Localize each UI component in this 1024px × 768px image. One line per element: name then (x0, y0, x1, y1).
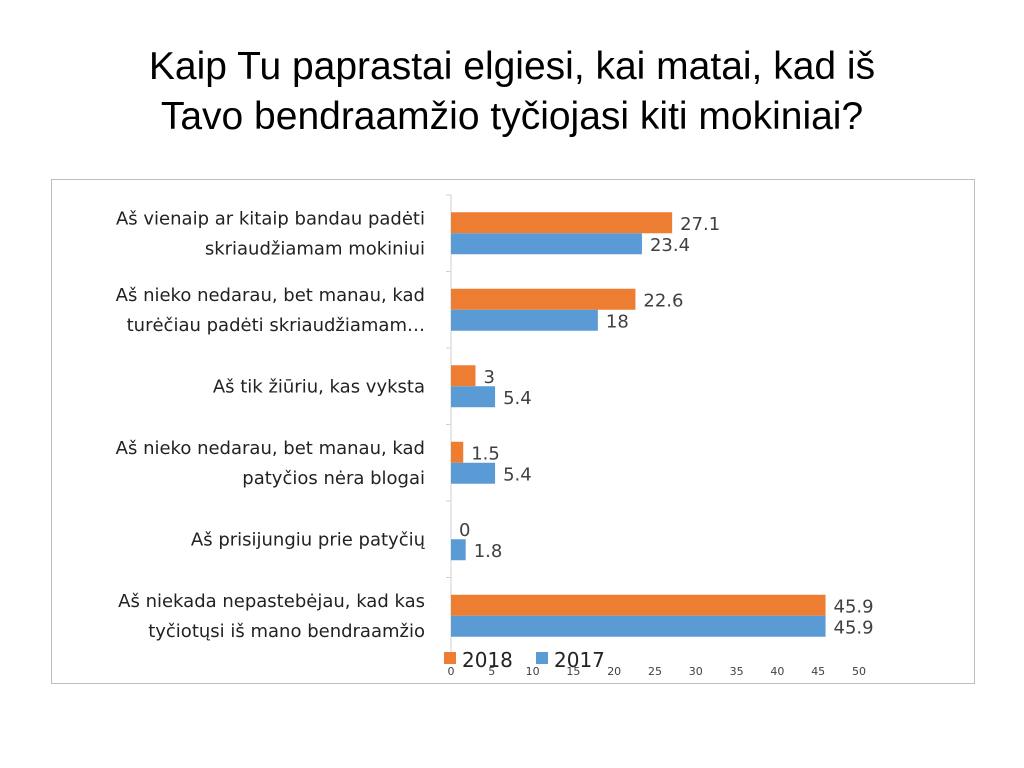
bar-2017-1 (451, 309, 598, 331)
bar-2017-5 (451, 615, 826, 637)
category-label: Aš niekada nepastebėjau, kad kas (118, 591, 425, 612)
x-tick-label: 20 (607, 665, 621, 678)
bar-2018-3 (451, 441, 464, 463)
legend-swatch-2017 (536, 652, 548, 664)
bar-chart: 27.123.4 Aš vienaip ar kitaip bandau padė… (116, 194, 874, 678)
data-label-2018-1: 22.6 (643, 290, 683, 311)
bar-2018-1 (451, 288, 636, 310)
bar-2017-0 (451, 233, 642, 255)
data-label-2017-2: 5.4 (503, 388, 532, 409)
x-tick-label: 15 (566, 665, 580, 678)
x-tick-label: 10 (526, 665, 540, 678)
category-label: Aš nieko nedarau, bet manau, kad (116, 285, 425, 306)
data-label-2018-2: 3 (483, 367, 494, 388)
category-label: Aš vienaip ar kitaip bandau padėti (116, 208, 425, 229)
category-label: turėčiau padėti skriaudžiamam… (127, 315, 425, 336)
data-label-2017-1: 18 (606, 311, 629, 332)
category-label: Aš prisijungiu prie patyčių (191, 529, 426, 550)
bar-2017-2 (451, 386, 496, 408)
legend-label-2018: 2018 (462, 648, 513, 672)
slide-title-line-1: Kaip Tu paprastai elgiesi, kai matai, ka… (148, 45, 876, 88)
category-label: patyčios nėra blogai (242, 468, 425, 489)
slide-title: Kaip Tu paprastai elgiesi, kai matai, ka… (40, 42, 984, 142)
category-label: Aš tik žiūriu, kas vyksta (213, 376, 425, 397)
data-label-2017-4: 1.8 (474, 541, 503, 562)
bar-2018-2 (451, 365, 476, 387)
chart-area: 27.1 23.4 Aš vienaip ar kitaip bandau padė… (51, 179, 975, 684)
legend-swatch-2018 (444, 652, 456, 664)
data-label-2017-5: 45.9 (834, 617, 874, 638)
bar-2018-5 (451, 594, 826, 616)
data-label-2018-4: 0 (459, 520, 470, 541)
category-label: skriaudžiamam mokiniui (205, 238, 425, 259)
x-tick-label: 50 (852, 665, 866, 678)
data-label-2017-0: 23.4 (650, 235, 690, 256)
category-label: Aš nieko nedarau, bet manau, kad (116, 438, 425, 459)
x-tick-label: 25 (648, 665, 662, 678)
x-tick-label: 0 (448, 665, 455, 678)
category-label: tyčiotųsi iš mano bendraamžio (148, 621, 425, 642)
bar-2017-4 (451, 539, 466, 561)
x-tick-label: 30 (689, 665, 703, 678)
bar-2018-0 (451, 212, 673, 234)
data-label-2018-3: 1.5 (471, 443, 500, 464)
x-tick-label: 45 (811, 665, 825, 678)
legend-label-2017: 2017 (554, 648, 605, 672)
x-tick-label: 40 (770, 665, 784, 678)
x-tick-label: 35 (730, 665, 744, 678)
x-tick-label: 5 (488, 665, 495, 678)
data-label-2018-5: 45.9 (834, 596, 874, 617)
slide-title-line-2: Tavo bendraamžio tyčiojasi kiti mokiniai… (160, 95, 864, 138)
data-label-2017-3: 5.4 (503, 464, 532, 485)
bar-2017-3 (451, 462, 496, 484)
data-label-2018-0: 27.1 (680, 214, 720, 235)
